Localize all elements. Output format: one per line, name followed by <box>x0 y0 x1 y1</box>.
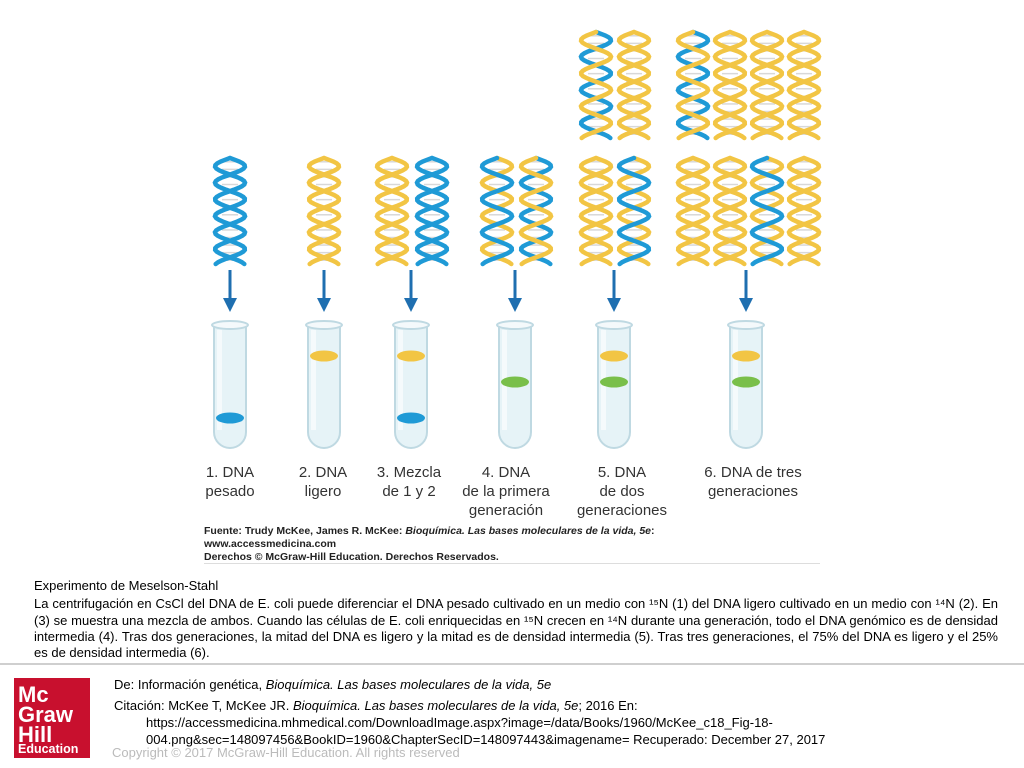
helix-heavy <box>212 155 248 267</box>
dna-strand <box>786 29 822 141</box>
label-first-generation: 4. DNA de la primera generación <box>462 464 550 519</box>
dna-strand <box>578 155 614 267</box>
logo-line-2: Graw <box>18 702 74 727</box>
tube-gen3-band-1 <box>732 350 760 362</box>
citation-from-prefix: De: Información genética, <box>114 677 266 692</box>
citation-reference: Citación: McKee T, McKee JR. Bioquímica.… <box>114 697 1014 714</box>
caption-title: Experimento de Meselson-Stahl <box>34 578 219 593</box>
dna-strand <box>675 155 711 267</box>
footer-divider <box>0 663 1024 665</box>
dna-strand <box>675 29 711 141</box>
label-second-generation: 5. DNA de dos generaciones <box>576 464 668 519</box>
citation-ref-suffix: ; 2016 En: <box>578 698 638 713</box>
source-book-title: Bioquímica. Las bases moleculares de la … <box>405 525 652 537</box>
figure-illustration <box>211 29 822 449</box>
source-prefix: Fuente: Trudy McKee, James R. McKee: <box>204 525 406 537</box>
citation-from-book: Bioquímica. Las bases moleculares de la … <box>265 677 552 692</box>
tube-gen1-band-1 <box>501 376 529 388</box>
caption-body: La centrifugación en CsCl del DNA de E. … <box>34 596 998 661</box>
tube-gen3-rim <box>727 320 765 330</box>
tube-mixture-rim <box>392 320 430 330</box>
dna-strand <box>414 155 450 267</box>
tube-light-highlight <box>311 330 316 430</box>
helix-gen3-bottom-3 <box>749 155 785 267</box>
logo-line-3: Hill <box>18 722 53 747</box>
helix-gen3-top-1 <box>675 29 711 141</box>
helix-gen3-top-2 <box>712 29 748 141</box>
citation-block: De: Información genética, Bioquímica. La… <box>114 676 1014 748</box>
helix-gen3-top-4 <box>786 29 822 141</box>
helix-gen1-a <box>479 155 515 267</box>
tube-mixture-band-2 <box>397 412 425 424</box>
label-third-generation: 6. DNA de tres generaciones <box>704 464 802 500</box>
dna-strand <box>374 155 410 267</box>
helix-gen3-top-3 <box>749 29 785 141</box>
dna-strand <box>616 29 652 141</box>
helix-gen2-bottom-b <box>616 155 652 267</box>
label-mixture: 3. Mezcla de 1 y 2 <box>376 464 442 500</box>
helix-gen2-bottom-a <box>578 155 614 267</box>
helix-gen3-bottom-4 <box>786 155 822 267</box>
tube-gen2-band-1 <box>600 350 628 362</box>
meselson-stahl-figure: 1. DNA pesado 2. DNA ligero 3. Mezcla de… <box>204 29 822 564</box>
label-heavy-dna: 1. DNA pesado <box>205 464 255 500</box>
helix-gen3-bottom-2 <box>712 155 748 267</box>
helix-gen3-bottom-1 <box>675 155 711 267</box>
tube-light-band-1 <box>310 350 338 362</box>
figure-divider <box>204 563 820 564</box>
dna-strand <box>616 155 652 267</box>
tube-light-rim <box>305 320 343 330</box>
source-suffix: : <box>651 525 655 537</box>
helix-gen2-top-a <box>578 29 614 141</box>
source-rights: Derechos © McGraw-Hill Education. Derech… <box>204 551 499 563</box>
arrow-3-head <box>404 298 418 312</box>
citation-url-line-1: https://accessmedicina.mhmedical.com/Dow… <box>146 715 773 730</box>
dna-strand <box>212 155 248 267</box>
copyright-notice: Copyright © 2017 McGraw-Hill Education. … <box>112 745 460 760</box>
dna-strand <box>749 29 785 141</box>
tube-gen1-rim <box>496 320 534 330</box>
tube-heavy-highlight <box>217 330 222 430</box>
arrow-6-head <box>739 298 753 312</box>
helix-light <box>306 155 342 267</box>
citation-url-line-2: 004.png&sec=148097456&BookID=1960&Chapte… <box>146 732 826 747</box>
figure-caption: Experimento de Meselson-Stahl La centrif… <box>34 578 998 661</box>
label-light-dna: 2. DNA ligero <box>298 464 348 500</box>
helix-gen1-b <box>518 155 554 267</box>
dna-strand <box>306 155 342 267</box>
arrow-5-head <box>607 298 621 312</box>
dna-strand <box>712 155 748 267</box>
tube-heavy-band-1 <box>216 412 244 424</box>
citation-from: De: Información genética, Bioquímica. La… <box>114 676 1014 693</box>
logo-line-1: Mc <box>18 682 49 707</box>
tube-gen3-band-2 <box>732 376 760 388</box>
tube-heavy-rim <box>211 320 249 330</box>
dna-strand <box>712 29 748 141</box>
tube-mixture-highlight <box>398 330 403 430</box>
arrow-2-head <box>317 298 331 312</box>
dna-strand <box>578 29 614 141</box>
arrow-4-head <box>508 298 522 312</box>
mcgraw-hill-logo: Mc Graw Hill Education <box>14 678 90 758</box>
citation-ref-prefix: Citación: McKee T, McKee JR. <box>114 698 293 713</box>
tube-gen2-band-2 <box>600 376 628 388</box>
figure-source: Fuente: Trudy McKee, James R. McKee: Bio… <box>204 525 814 564</box>
helix-gen2-top-b <box>616 29 652 141</box>
helix-mix-heavy <box>414 155 450 267</box>
dna-strand <box>518 155 554 267</box>
logo-line-4: Education <box>18 742 79 756</box>
tube-mixture-band-1 <box>397 350 425 362</box>
dna-strand <box>749 155 785 267</box>
dna-strand <box>479 155 515 267</box>
arrow-1-head <box>223 298 237 312</box>
dna-strand <box>786 155 822 267</box>
helix-mix-light <box>374 155 410 267</box>
citation-ref-book: Bioquímica. Las bases moleculares de la … <box>292 698 579 713</box>
source-website: www.accessmedicina.com <box>204 538 337 550</box>
tube-gen2-rim <box>595 320 633 330</box>
